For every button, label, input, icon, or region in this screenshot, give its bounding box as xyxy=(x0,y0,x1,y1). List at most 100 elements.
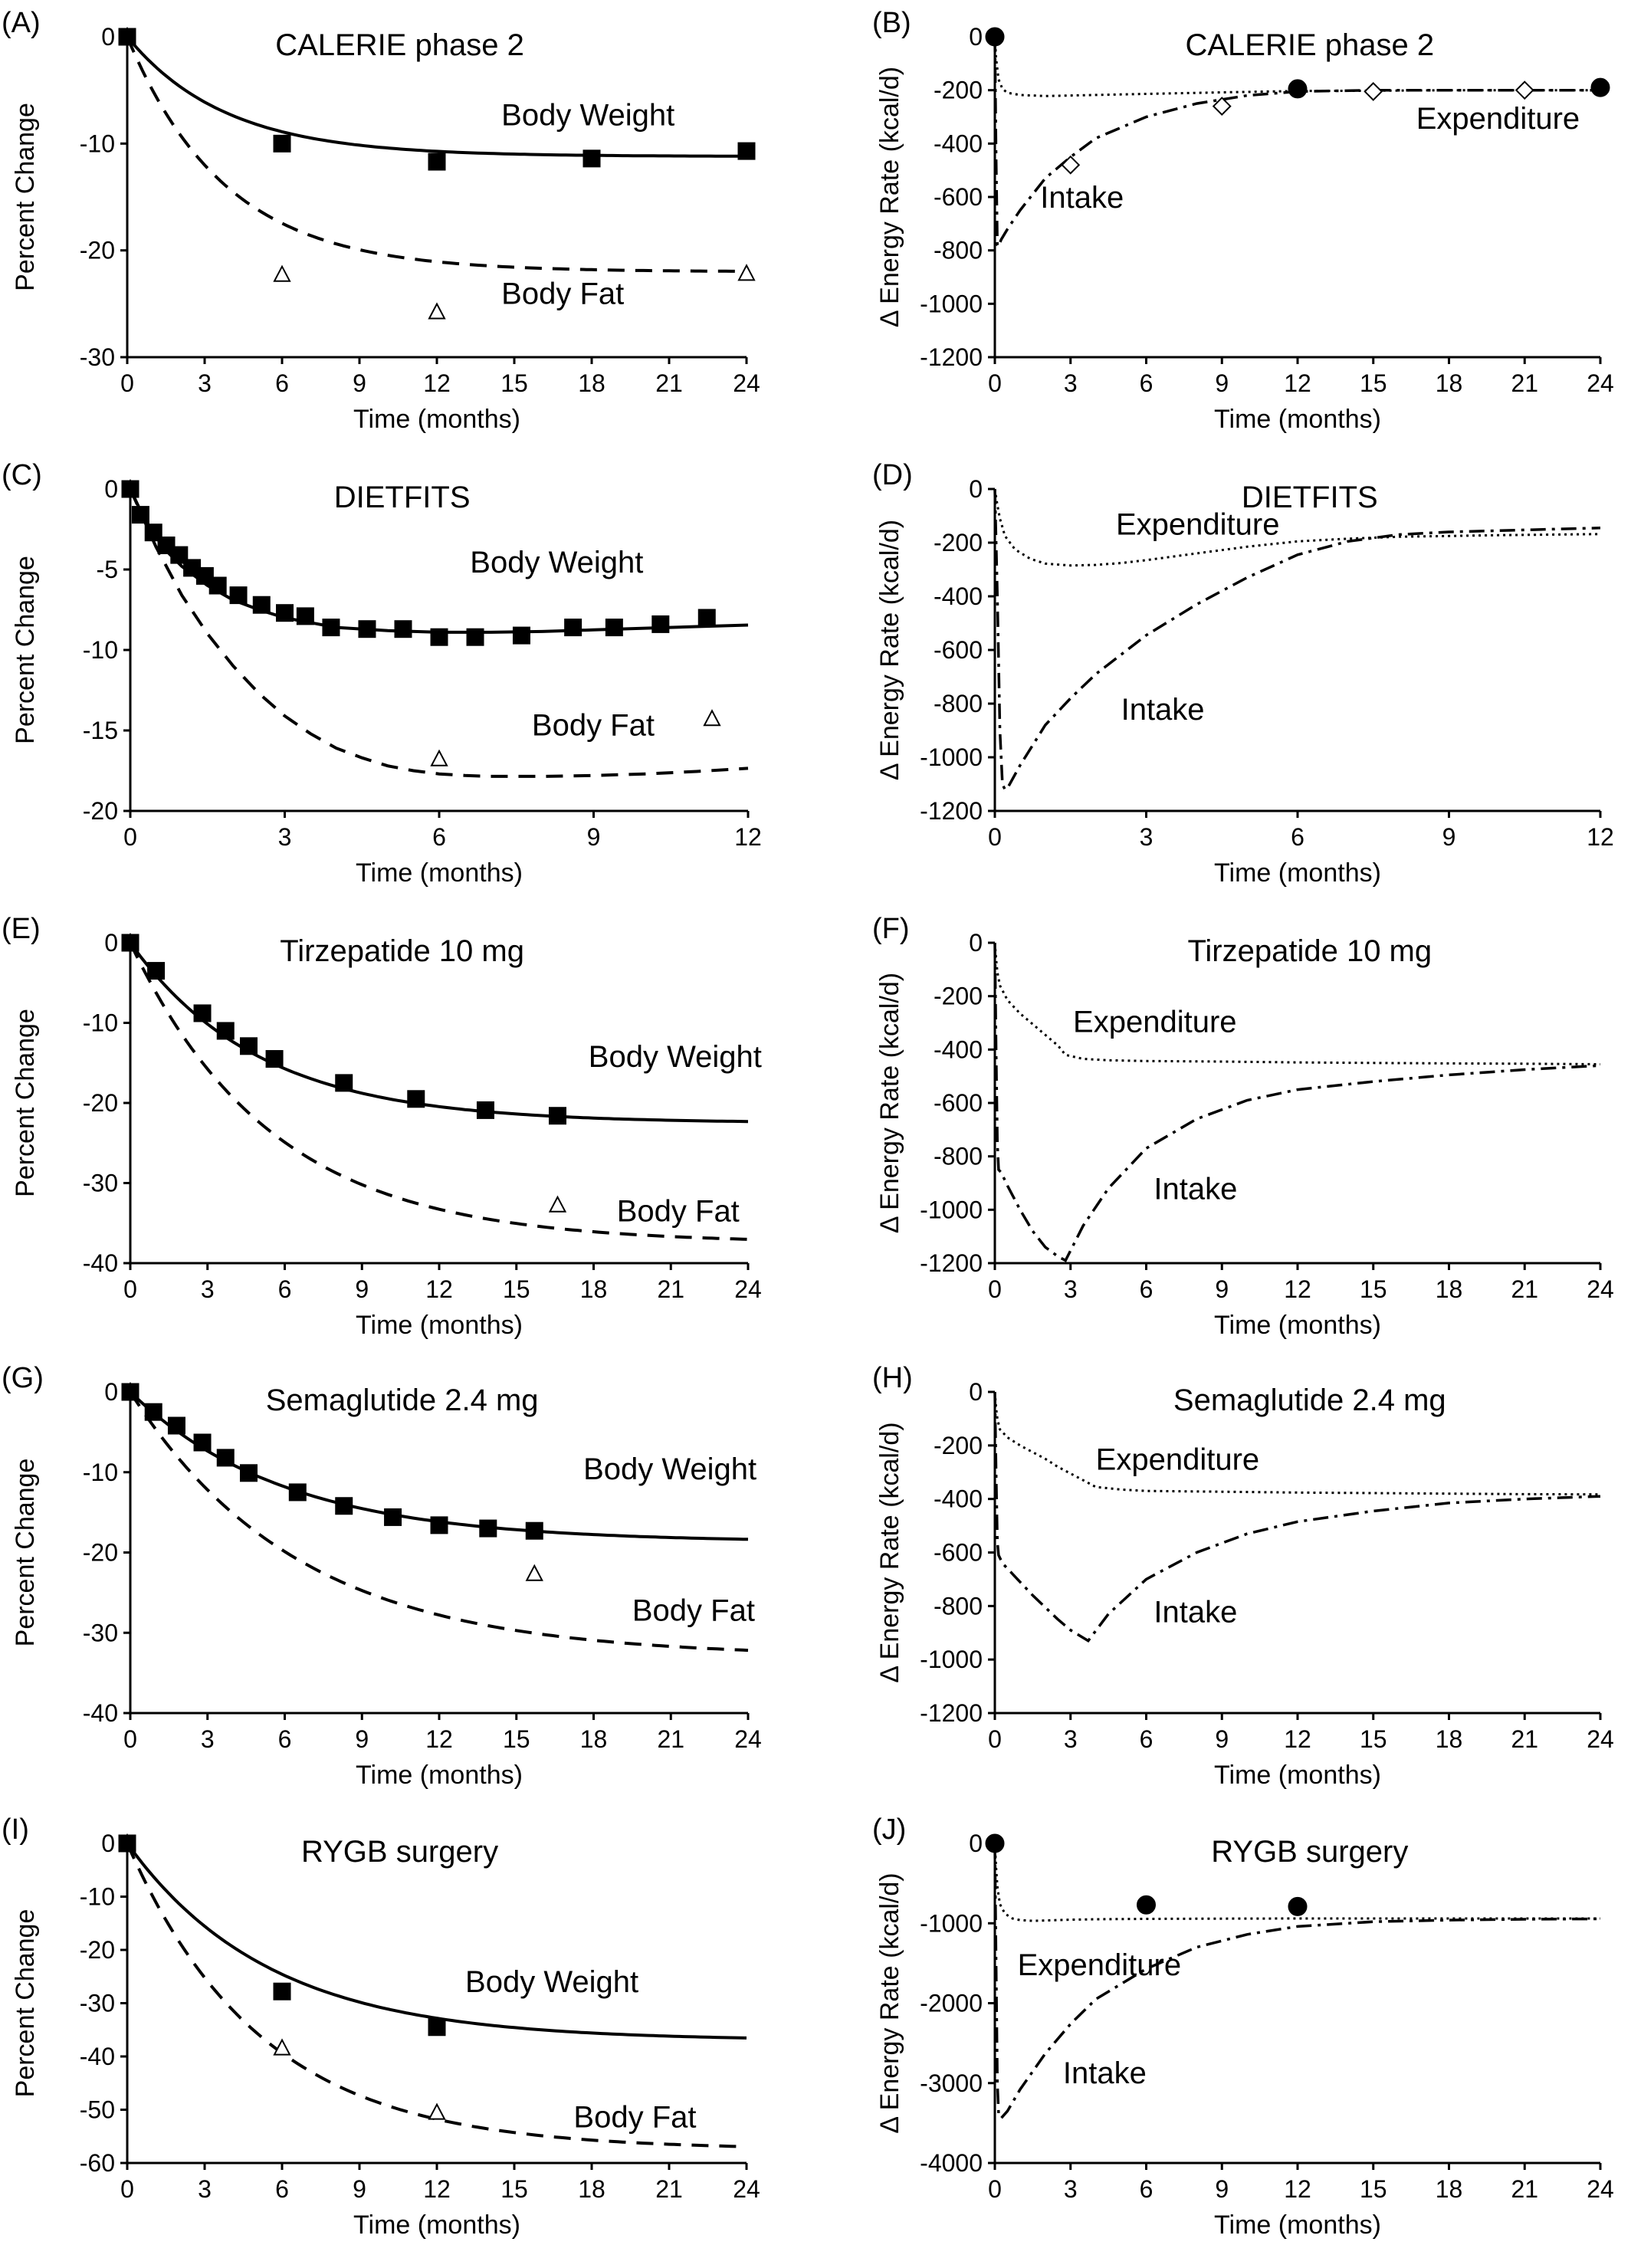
panel-e: 0 3 6 9 12 15 18 21 24 0 -10 -20 -30 -40 Time (months)… xyxy=(2,913,762,1340)
x-tick-label: 12 xyxy=(1284,2175,1311,2203)
x-tick-label: 15 xyxy=(503,1275,530,1303)
data-marker-square xyxy=(288,1483,307,1502)
chart-title: RYGB surgery xyxy=(301,1835,498,1869)
x-tick-label: 0 xyxy=(988,1725,1002,1753)
x-tick-label: 6 xyxy=(278,1275,292,1303)
data-marker-square xyxy=(118,1834,136,1853)
body-weight-series-line xyxy=(129,941,749,1124)
panel-f: 0 3 6 9 12 15 18 21 24 0 -200 -400 -600 -800 -1000 -120… xyxy=(872,913,1614,1340)
x-tick-label: 15 xyxy=(500,2175,528,2203)
x-axis-label: Time (months) xyxy=(1214,1311,1381,1340)
chart-title: DIETFITS xyxy=(1242,481,1378,514)
data-marker-square xyxy=(273,134,291,153)
y-axis-label: Percent Change xyxy=(11,1009,40,1197)
expenditure-series-line xyxy=(993,1843,1600,1922)
y-tick-label: -200 xyxy=(934,1432,983,1459)
x-axis-label: Time (months) xyxy=(1214,2211,1381,2240)
data-marker-circle xyxy=(1288,1896,1308,1916)
y-tick-label: -1200 xyxy=(920,1699,983,1727)
x-tick-label: 0 xyxy=(988,823,1002,851)
panel-letter: (G) xyxy=(2,1362,44,1394)
intake-series-line xyxy=(993,36,1600,249)
data-marker-open-triangle xyxy=(273,2038,291,2056)
x-tick-label: 24 xyxy=(1587,1275,1614,1303)
series-annotation: Body Weight xyxy=(501,99,674,133)
panel-letter: (I) xyxy=(2,1813,29,1846)
chart-title: Tirzepatide 10 mg xyxy=(1187,934,1432,968)
data-marker-square xyxy=(476,1101,494,1119)
y-tick-label: -1200 xyxy=(920,797,983,825)
y-tick-label: -800 xyxy=(934,1592,983,1620)
x-tick-label: 0 xyxy=(123,1275,137,1303)
intake-series-line xyxy=(993,1391,1601,1643)
data-marker-square xyxy=(193,1433,212,1452)
panel-j: 0 3 6 9 12 15 18 21 24 0 -1000 -2000 -3000 -4000 Time … xyxy=(872,1813,1614,2240)
data-marker-square xyxy=(265,1050,284,1068)
panel-b: 0 3 6 9 12 15 18 21 24 0 -200 -400 -600 -800 -1000 -120… xyxy=(872,7,1614,434)
y-tick-label: -60 xyxy=(80,2149,115,2177)
x-tick-label: 9 xyxy=(1215,1275,1229,1303)
x-tick-label: 18 xyxy=(1436,2175,1463,2203)
x-tick-label: 3 xyxy=(1064,1275,1078,1303)
data-marker-square xyxy=(144,1403,162,1421)
y-tick-label: -200 xyxy=(934,529,983,556)
data-marker-square xyxy=(216,1022,235,1040)
chart-title: DIETFITS xyxy=(334,481,471,514)
x-tick-label: 6 xyxy=(1140,1275,1154,1303)
x-tick-label: 12 xyxy=(734,823,762,851)
x-tick-label: 6 xyxy=(1291,823,1304,851)
x-tick-label: 15 xyxy=(1360,1275,1387,1303)
data-marker-square xyxy=(479,1519,497,1538)
x-tick-label: 9 xyxy=(1215,369,1229,397)
y-tick-label: -20 xyxy=(83,1539,118,1567)
series-annotation: Expenditure xyxy=(1096,1443,1259,1476)
data-marker-square xyxy=(407,1090,425,1108)
series-annotation: Expenditure xyxy=(1073,1006,1236,1039)
y-tick-label: -600 xyxy=(934,1539,983,1567)
data-marker-square xyxy=(651,615,670,633)
expenditure-series-line xyxy=(993,942,1601,1065)
y-tick-label: -400 xyxy=(934,583,983,610)
x-axis-label: Time (months) xyxy=(353,405,520,434)
panel-letter: (J) xyxy=(872,1813,906,1846)
series-annotation: Body Weight xyxy=(465,1965,638,1999)
x-tick-label: 3 xyxy=(201,1725,215,1753)
x-tick-label: 21 xyxy=(655,2175,683,2203)
y-tick-label: -2000 xyxy=(920,1990,983,2017)
panel-h: 0 3 6 9 12 15 18 21 24 0 -200 -400 -600 -800 -1000 -120… xyxy=(872,1362,1614,1790)
x-tick-label: 3 xyxy=(1064,369,1078,397)
data-marker-square xyxy=(605,619,623,637)
y-tick-label: -30 xyxy=(80,343,115,371)
y-axis-label: Percent Change xyxy=(11,556,40,744)
data-marker-square xyxy=(322,619,340,637)
x-tick-label: 12 xyxy=(423,369,451,397)
data-marker-square xyxy=(430,628,448,646)
series-annotation: Intake xyxy=(1121,693,1205,727)
chart-title: CALERIE phase 2 xyxy=(1185,28,1434,62)
series-annotation: Intake xyxy=(1063,2056,1147,2090)
y-tick-label: -30 xyxy=(80,1990,115,2017)
y-tick-label: -200 xyxy=(934,77,983,104)
x-tick-label: 12 xyxy=(1284,369,1311,397)
y-tick-label: -3000 xyxy=(920,2069,983,2097)
y-tick-label: -400 xyxy=(934,1036,983,1063)
body-fat-series-line xyxy=(126,36,747,273)
body-weight-series-line xyxy=(126,1842,747,2040)
x-tick-label: 21 xyxy=(657,1275,684,1303)
data-marker-circle xyxy=(1137,1895,1156,1915)
x-tick-label: 15 xyxy=(1360,1725,1387,1753)
y-tick-label: -600 xyxy=(934,183,983,211)
panel-c: 0 3 6 9 12 0 -5 -10 -15 -20 Time (months) Percent C… xyxy=(2,459,762,888)
data-marker-square xyxy=(229,586,248,605)
x-tick-label: 24 xyxy=(1587,1725,1614,1753)
data-marker-square xyxy=(208,576,227,595)
x-axis-label: Time (months) xyxy=(1214,1761,1381,1790)
x-tick-label: 6 xyxy=(275,369,289,397)
x-tick-label: 21 xyxy=(657,1725,684,1753)
y-tick-label: 0 xyxy=(969,23,983,51)
data-marker-square xyxy=(252,596,271,614)
series-annotation: Body Weight xyxy=(589,1040,762,1074)
body-fat-series-line xyxy=(129,488,749,778)
data-marker-open-diamond xyxy=(1061,155,1081,175)
x-tick-label: 3 xyxy=(278,823,292,851)
